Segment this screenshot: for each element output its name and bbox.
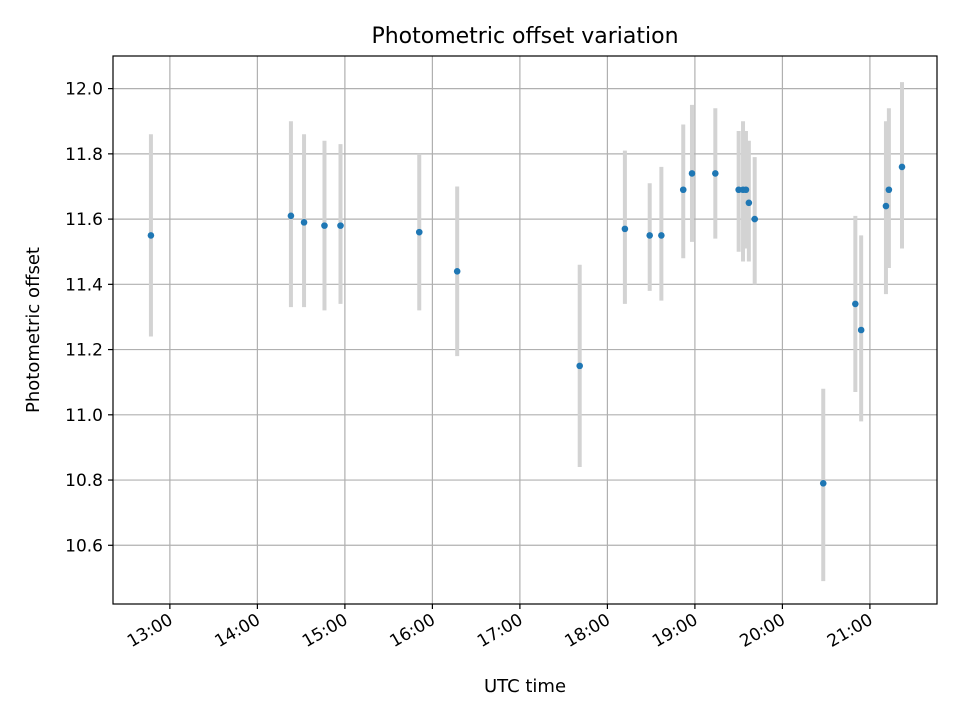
y-axis: 10.6 10.8 11.0 11.2 11.4 11.6 11.8 12.0 — [65, 80, 113, 556]
y-tick-label: 11.6 — [65, 210, 103, 230]
data-point — [857, 326, 865, 334]
data-point — [852, 300, 859, 308]
plot-frame — [112, 55, 938, 605]
data-point — [745, 199, 753, 207]
data-point — [576, 362, 583, 370]
data-point — [646, 232, 653, 239]
y-tick-label: 11.8 — [65, 145, 103, 165]
data-point — [287, 212, 295, 220]
x-axis-label: UTC time — [484, 676, 566, 697]
horizontal-gridlines — [113, 88, 937, 546]
y-tick-label: 10.6 — [65, 536, 103, 556]
data-point — [688, 170, 696, 177]
data-points — [147, 163, 906, 487]
data-point — [453, 267, 461, 275]
y-tick-label: 12.0 — [65, 80, 103, 100]
data-point — [882, 202, 890, 210]
data-point — [321, 222, 328, 229]
y-axis-label: Photometric offset — [23, 247, 44, 413]
data-point — [415, 228, 423, 236]
data-point — [658, 232, 665, 239]
data-point — [819, 480, 827, 487]
y-tick-label: 11.4 — [65, 275, 103, 295]
y-tick-label: 10.8 — [65, 471, 103, 491]
data-point — [712, 170, 719, 177]
y-tick-label: 11.2 — [65, 341, 103, 361]
data-point — [621, 225, 629, 233]
data-point — [147, 232, 155, 239]
data-point — [742, 186, 750, 194]
y-tick-label: 11.0 — [65, 406, 103, 426]
data-point — [751, 215, 758, 223]
data-point — [885, 186, 893, 194]
data-point — [679, 186, 687, 194]
chart-title: Photometric offset variation — [371, 24, 678, 49]
data-point — [337, 222, 344, 229]
data-point — [898, 163, 906, 171]
data-point — [300, 219, 308, 226]
vertical-gridlines — [169, 56, 871, 604]
